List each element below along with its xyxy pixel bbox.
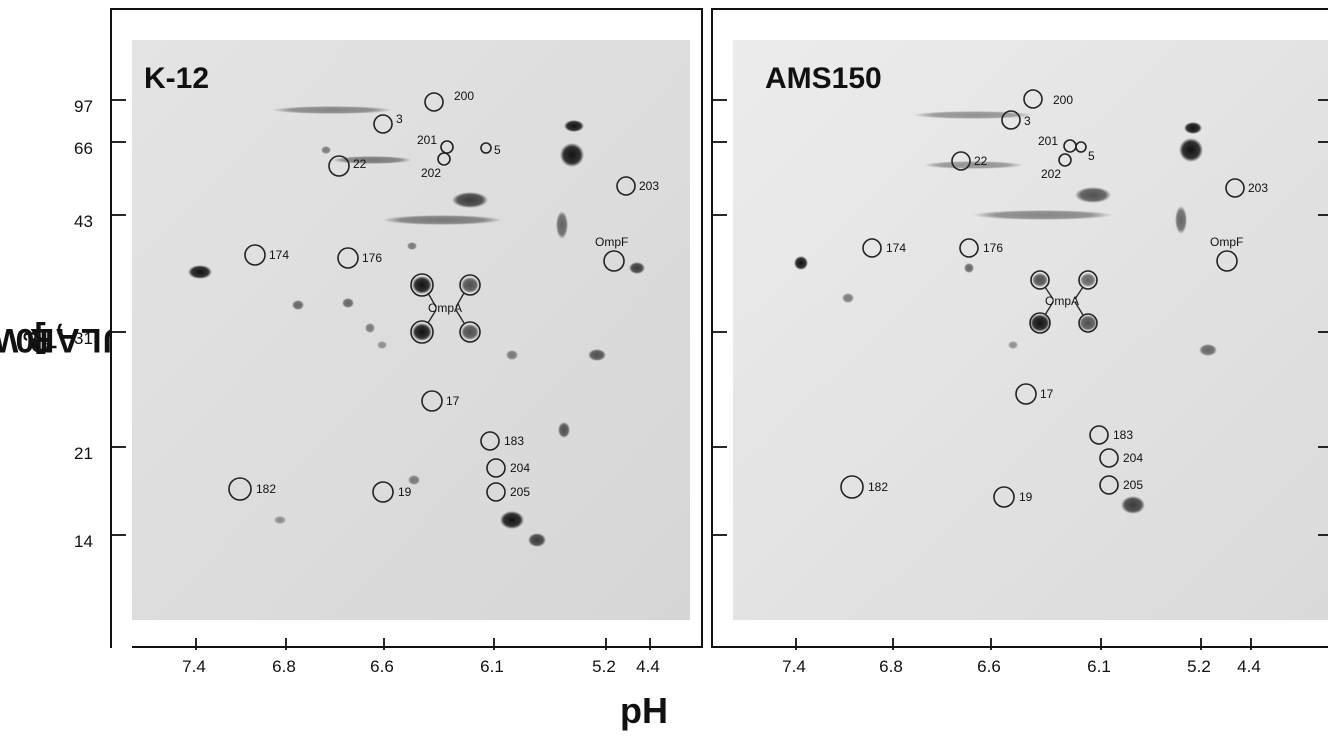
spot-label: 19 <box>1019 490 1033 504</box>
mw-tick-label: 66 <box>74 139 93 158</box>
mw-tick-label: 97 <box>74 97 93 116</box>
spot-label: 202 <box>421 166 441 180</box>
ph-tick-label: 5.2 <box>592 657 616 676</box>
spot-label: 5 <box>494 143 501 157</box>
panel-title: K-12 <box>144 62 209 95</box>
spot-label: 204 <box>1123 451 1143 465</box>
spot-label: 183 <box>504 434 524 448</box>
spot-label: 3 <box>396 112 403 126</box>
ph-tick-label: 6.8 <box>272 657 296 676</box>
spot-label: 17 <box>1040 387 1054 401</box>
ph-tick-label: 4.4 <box>1237 657 1261 676</box>
spot-label: 3 <box>1024 114 1031 128</box>
spot-label: 174 <box>269 248 289 262</box>
spot-label: 182 <box>868 480 888 494</box>
mw-tick-label: 14 <box>74 532 93 551</box>
spot-label: 176 <box>362 251 382 265</box>
ph-tick-label: 4.4 <box>636 657 660 676</box>
ph-tick-label: 6.6 <box>370 657 394 676</box>
gel-panel-k12: K-12 <box>110 8 703 650</box>
gel-panel-ams150: AMS150 <box>711 8 1328 650</box>
spot-label: 201 <box>1038 134 1058 148</box>
spot-label: 174 <box>886 241 906 255</box>
spot-label: 22 <box>353 157 367 171</box>
gel-image-k12: K-12 <box>112 10 690 650</box>
spot-label: OmpF <box>1210 235 1243 249</box>
gel-image-ams150: AMS150 <box>713 40 1328 650</box>
spot-label: 200 <box>454 89 474 103</box>
mw-tick-label: 43 <box>74 212 93 231</box>
spot-label: 182 <box>256 482 276 496</box>
spot-label: 176 <box>983 241 1003 255</box>
ph-tick-label: 6.6 <box>977 657 1001 676</box>
spot-label: 204 <box>510 461 530 475</box>
spot-label: 203 <box>1248 181 1268 195</box>
ph-axis: 7.4 6.8 6.6 6.1 5.2 4.4 7.4 6.8 6.6 6.1 … <box>182 657 1261 676</box>
ph-tick-label: 6.1 <box>480 657 504 676</box>
ph-tick-label: 7.4 <box>182 657 206 676</box>
mw-axis: 97 66 43 31 21 14 <box>74 97 93 551</box>
spot-label: 22 <box>974 154 988 168</box>
ph-tick-label: 5.2 <box>1187 657 1211 676</box>
spot-label: OmpA <box>428 301 462 315</box>
spot-label: 203 <box>639 179 659 193</box>
ph-tick-label: 6.8 <box>879 657 903 676</box>
spot-label: 202 <box>1041 167 1061 181</box>
spot-label: 183 <box>1113 428 1133 442</box>
spot-label: 201 <box>417 133 437 147</box>
spot-label: 205 <box>1123 478 1143 492</box>
mw-tick-label: 21 <box>74 444 93 463</box>
spot-label: 200 <box>1053 93 1073 107</box>
x-axis-label: pH <box>620 690 668 731</box>
panel-title: AMS150 <box>765 62 882 95</box>
mw-tick-label: 31 <box>74 329 93 348</box>
spot-label: OmpF <box>595 235 628 249</box>
spot-label: 19 <box>398 485 412 499</box>
ph-tick-label: 6.1 <box>1087 657 1111 676</box>
spot-label: 17 <box>446 394 460 408</box>
ph-tick-label: 7.4 <box>782 657 806 676</box>
spot-label: 205 <box>510 485 530 499</box>
spot-label: 5 <box>1088 149 1095 163</box>
spot-label: OmpA <box>1045 294 1079 308</box>
